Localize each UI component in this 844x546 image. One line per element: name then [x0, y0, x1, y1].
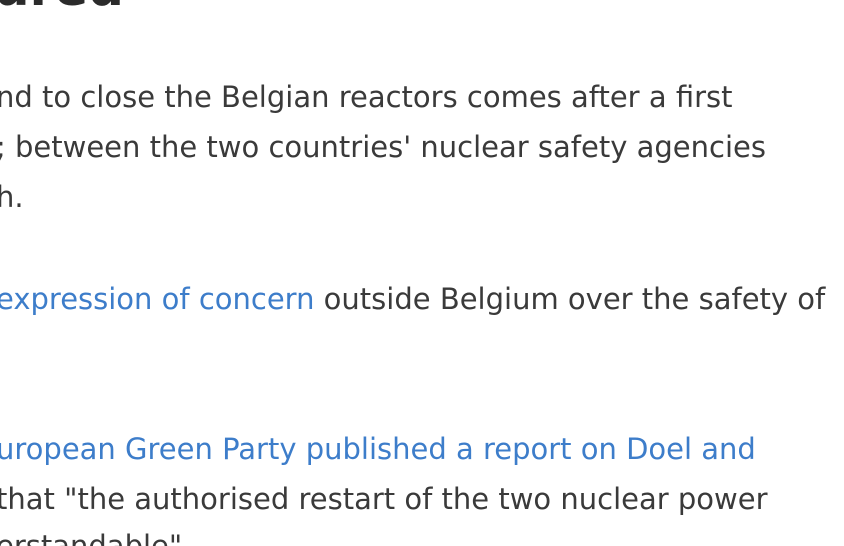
- paragraph-2-line-1: expression of concern outside Belgium ov…: [0, 281, 825, 317]
- green-party-report-link[interactable]: uropean Green Party published a report o…: [0, 432, 756, 466]
- paragraph-2-text: outside Belgium over the safety of: [314, 282, 826, 316]
- expression-of-concern-link[interactable]: expression of concern: [0, 282, 315, 316]
- paragraph-3-line-1: uropean Green Party published a report o…: [0, 431, 756, 467]
- paragraph-1-line-2: ; between the two countries' nuclear saf…: [0, 130, 766, 164]
- paragraph-3-line-3: erstandable".: [0, 529, 192, 546]
- paragraph-1-line-1: nd to close the Belgian reactors comes a…: [0, 80, 733, 114]
- paragraph-1-line-3: h.: [0, 180, 24, 214]
- article-heading: ured: [0, 0, 124, 18]
- paragraph-3-line-2: that "the authorised restart of the two …: [0, 482, 768, 516]
